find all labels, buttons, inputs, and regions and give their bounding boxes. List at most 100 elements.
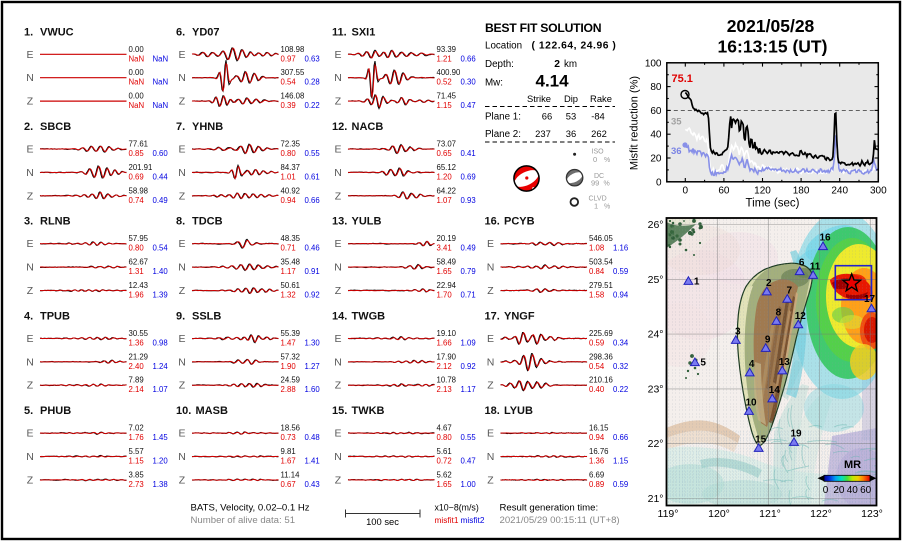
svg-text:1.65: 1.65 bbox=[437, 267, 453, 276]
svg-text:Mw:: Mw: bbox=[485, 78, 503, 89]
svg-text:x10−8(m/s): x10−8(m/s) bbox=[435, 503, 479, 513]
svg-text:119°: 119° bbox=[658, 508, 679, 520]
svg-text:0.65: 0.65 bbox=[437, 149, 453, 158]
svg-text:YNGF: YNGF bbox=[504, 310, 535, 322]
svg-text:240: 240 bbox=[831, 186, 848, 197]
svg-text:3.: 3. bbox=[24, 216, 33, 228]
svg-text:N: N bbox=[178, 262, 186, 274]
svg-text:36: 36 bbox=[566, 128, 576, 139]
svg-text:279.51: 279.51 bbox=[589, 281, 613, 290]
svg-text:TWKB: TWKB bbox=[352, 405, 385, 417]
svg-text:146.08: 146.08 bbox=[281, 92, 305, 101]
svg-text:0.80: 0.80 bbox=[281, 149, 297, 158]
svg-text:0.00: 0.00 bbox=[129, 92, 145, 101]
svg-text:9.81: 9.81 bbox=[281, 447, 296, 456]
svg-text:1.16: 1.16 bbox=[613, 244, 628, 253]
svg-text:E: E bbox=[487, 428, 494, 440]
svg-text:Z: Z bbox=[27, 474, 34, 486]
svg-text:10: 10 bbox=[745, 398, 757, 409]
svg-text:0.74: 0.74 bbox=[129, 196, 145, 205]
svg-text:Z: Z bbox=[335, 380, 342, 392]
svg-text:Number of alive data: 51: Number of alive data: 51 bbox=[191, 515, 296, 526]
svg-text:40: 40 bbox=[847, 485, 859, 496]
svg-text:57.32: 57.32 bbox=[281, 352, 301, 361]
svg-text:NaN: NaN bbox=[129, 54, 145, 63]
svg-text:1.24: 1.24 bbox=[153, 362, 169, 371]
svg-text:0: 0 bbox=[656, 177, 662, 188]
svg-text:4.: 4. bbox=[24, 310, 33, 322]
svg-text:N: N bbox=[334, 167, 342, 179]
svg-text:2.73: 2.73 bbox=[129, 480, 144, 489]
svg-text:misfit1: misfit1 bbox=[435, 515, 459, 525]
svg-text:YHNB: YHNB bbox=[192, 121, 223, 133]
svg-text:4.14: 4.14 bbox=[536, 72, 570, 91]
svg-text:0.44: 0.44 bbox=[153, 172, 169, 181]
svg-text:NaN: NaN bbox=[153, 78, 169, 87]
svg-text:N: N bbox=[334, 72, 342, 84]
svg-text:BEST FIT SOLUTION: BEST FIT SOLUTION bbox=[485, 21, 601, 35]
svg-text:E: E bbox=[334, 144, 341, 156]
svg-text:0.61: 0.61 bbox=[305, 172, 320, 181]
svg-text:11.: 11. bbox=[332, 26, 347, 38]
svg-text:0.94: 0.94 bbox=[589, 433, 605, 442]
svg-text:0: 0 bbox=[593, 155, 597, 164]
svg-text:0.71: 0.71 bbox=[281, 244, 296, 253]
svg-text:PHUB: PHUB bbox=[40, 405, 71, 417]
svg-text:N: N bbox=[178, 167, 186, 179]
svg-text:3.41: 3.41 bbox=[437, 244, 452, 253]
svg-text:0.39: 0.39 bbox=[281, 101, 296, 110]
svg-text:1.60: 1.60 bbox=[305, 385, 321, 394]
svg-text:99: 99 bbox=[591, 179, 599, 188]
svg-text:2.14: 2.14 bbox=[129, 385, 145, 394]
svg-text:0.54: 0.54 bbox=[153, 244, 169, 253]
svg-text:LYUB: LYUB bbox=[504, 405, 533, 417]
svg-text:14.: 14. bbox=[332, 310, 347, 322]
svg-text:16.15: 16.15 bbox=[589, 424, 609, 433]
svg-text:N: N bbox=[26, 167, 34, 179]
svg-text:1.67: 1.67 bbox=[281, 457, 296, 466]
svg-text:24.59: 24.59 bbox=[281, 376, 301, 385]
svg-text:25°: 25° bbox=[648, 274, 664, 286]
svg-text:108.98: 108.98 bbox=[281, 45, 305, 54]
svg-text:17.90: 17.90 bbox=[437, 352, 457, 361]
svg-text:66: 66 bbox=[542, 111, 552, 122]
svg-text:17: 17 bbox=[864, 294, 876, 305]
svg-text:10.78: 10.78 bbox=[437, 376, 457, 385]
svg-text:0.34: 0.34 bbox=[613, 338, 629, 347]
svg-text:TDCB: TDCB bbox=[192, 216, 223, 228]
svg-text:30.55: 30.55 bbox=[129, 329, 149, 338]
svg-text:TWGB: TWGB bbox=[352, 310, 386, 322]
svg-text:0.55: 0.55 bbox=[461, 433, 477, 442]
svg-text:E: E bbox=[178, 428, 185, 440]
svg-text:0.22: 0.22 bbox=[305, 101, 320, 110]
svg-text:Depth:: Depth: bbox=[485, 59, 514, 70]
svg-text:2.88: 2.88 bbox=[281, 385, 296, 394]
svg-text:3: 3 bbox=[735, 327, 741, 338]
svg-text:RLNB: RLNB bbox=[40, 216, 71, 228]
svg-text:N: N bbox=[26, 356, 34, 368]
svg-text:0.52: 0.52 bbox=[437, 78, 452, 87]
svg-text:E: E bbox=[334, 428, 341, 440]
svg-text:1.15: 1.15 bbox=[129, 457, 145, 466]
svg-text:1.: 1. bbox=[24, 26, 33, 38]
svg-text:Z: Z bbox=[335, 285, 342, 297]
svg-text:CLVD: CLVD bbox=[589, 196, 607, 203]
svg-text:Z: Z bbox=[179, 285, 186, 297]
svg-text:53: 53 bbox=[566, 111, 576, 122]
svg-text:1.40: 1.40 bbox=[153, 267, 169, 276]
svg-text:300: 300 bbox=[870, 186, 887, 197]
svg-text:TPUB: TPUB bbox=[40, 310, 70, 322]
svg-text:15.: 15. bbox=[332, 405, 347, 417]
svg-text:6.: 6. bbox=[176, 26, 185, 38]
svg-text:0.54: 0.54 bbox=[589, 362, 605, 371]
svg-text:0.49: 0.49 bbox=[461, 244, 476, 253]
svg-text:0.47: 0.47 bbox=[461, 457, 476, 466]
svg-text:1.36: 1.36 bbox=[589, 457, 604, 466]
svg-text:1: 1 bbox=[694, 277, 700, 288]
svg-text:ISO: ISO bbox=[592, 149, 605, 156]
svg-text:0.84: 0.84 bbox=[589, 267, 605, 276]
svg-text:5.: 5. bbox=[24, 405, 33, 417]
svg-text:0.73: 0.73 bbox=[281, 433, 296, 442]
svg-text:0.85: 0.85 bbox=[129, 149, 145, 158]
svg-text:Rake: Rake bbox=[590, 93, 612, 104]
